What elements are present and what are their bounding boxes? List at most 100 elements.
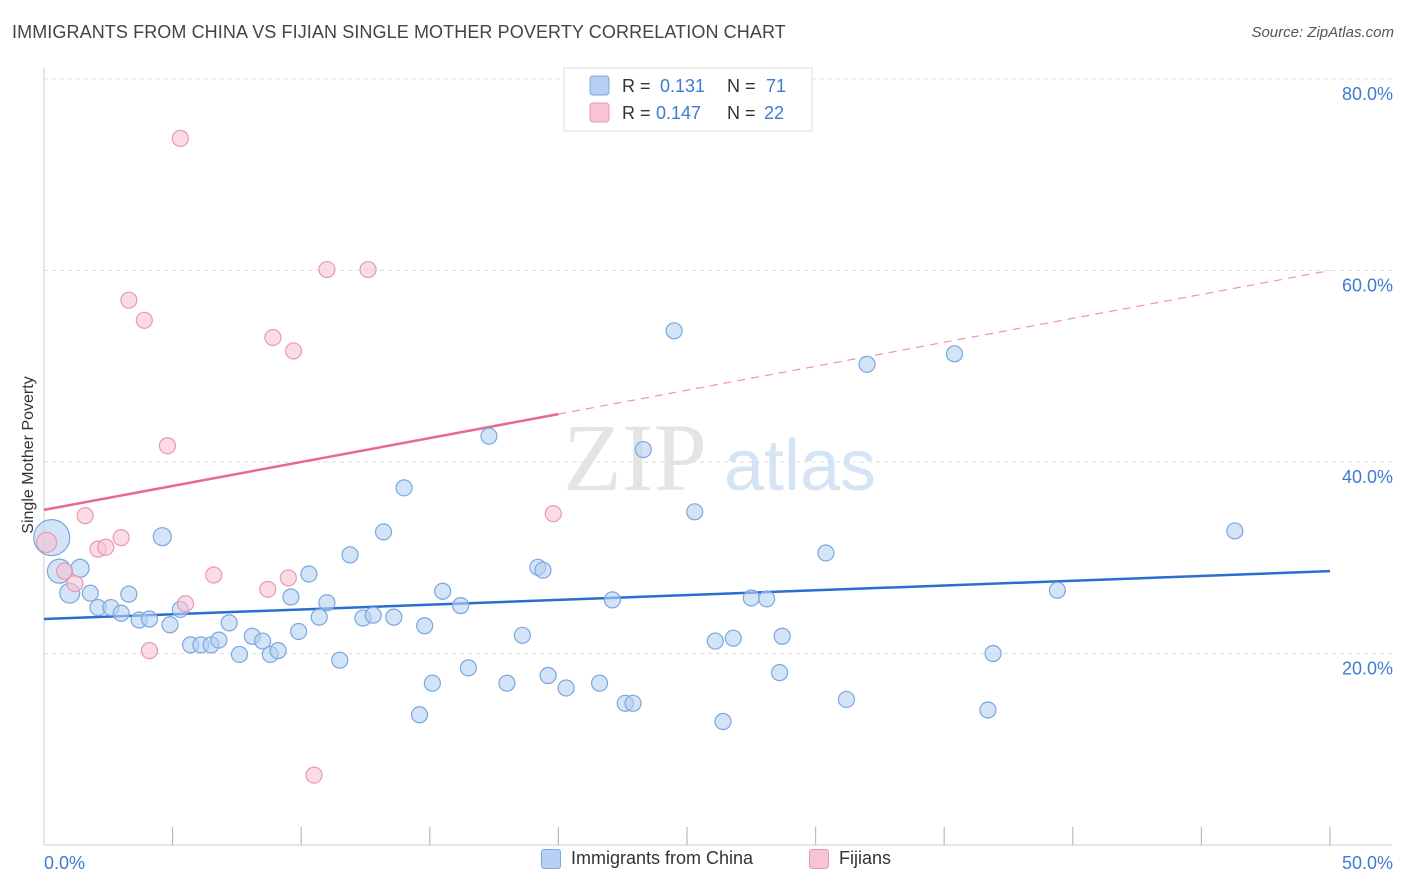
y-tick-label: 20.0% xyxy=(1342,659,1393,679)
china-point xyxy=(120,585,138,603)
legend-n-label-fijians: N = xyxy=(727,103,756,123)
fijian-point xyxy=(279,569,297,587)
china-point xyxy=(665,322,683,340)
china-point xyxy=(112,604,130,622)
china-point xyxy=(452,597,470,615)
x-tick-label: 50.0% xyxy=(1342,853,1393,873)
legend-n-label-china: N = xyxy=(727,76,756,96)
china-point xyxy=(603,591,622,609)
china-trend-line xyxy=(43,569,1331,621)
china-point xyxy=(480,427,498,445)
legend-bottom: Immigrants from China Fijians xyxy=(0,848,1406,878)
china-point xyxy=(534,561,552,579)
legend-swatch-fijians xyxy=(589,102,610,123)
fijian-point xyxy=(140,642,159,660)
china-point xyxy=(300,565,318,583)
fijian-point xyxy=(205,566,223,584)
fijian-point xyxy=(264,328,282,347)
china-point xyxy=(706,632,724,650)
fijian-point xyxy=(259,580,277,598)
china-point xyxy=(770,664,789,682)
fijian-point xyxy=(176,595,195,613)
china-point xyxy=(590,674,609,692)
watermark: ZIP atlas xyxy=(563,404,876,511)
china-point xyxy=(686,503,704,521)
gridlines xyxy=(44,78,1392,654)
legend-n-value-china: 71 xyxy=(766,76,786,96)
y-tick-label: 60.0% xyxy=(1342,276,1393,296)
china-point xyxy=(341,546,359,564)
fijian-point xyxy=(359,260,377,279)
legend-r-value-fijians: 0.147 xyxy=(656,103,701,123)
fijian-point xyxy=(76,507,94,525)
y-axis-label: Single Mother Poverty xyxy=(20,376,37,533)
china-point xyxy=(331,651,349,669)
watermark-atlas: atlas xyxy=(724,426,876,506)
china-point xyxy=(1048,581,1066,599)
legend-top: R = 0.131 N = 71 R = 0.147 N = 22 xyxy=(563,67,813,132)
china-point xyxy=(70,558,90,578)
source-label: Source: ZipAtlas.com xyxy=(1251,24,1394,41)
china-point xyxy=(498,674,516,692)
fijian-point xyxy=(158,437,177,455)
fijian-point xyxy=(112,529,130,547)
legend-r-value-china: 0.131 xyxy=(660,76,705,96)
china-point xyxy=(434,582,452,600)
legend-bottom-item-china: Immigrants from China xyxy=(541,848,753,869)
fijian-point xyxy=(97,538,115,556)
china-point xyxy=(230,645,249,664)
fijian-point xyxy=(284,342,303,360)
trend-lines xyxy=(43,269,1331,621)
fijian-point xyxy=(66,575,84,593)
legend-n-value-fijians: 22 xyxy=(764,103,784,123)
china-point xyxy=(385,608,403,626)
fijian-trend-line xyxy=(43,412,559,512)
china-point xyxy=(539,666,557,685)
china-point xyxy=(269,642,287,660)
china-point xyxy=(318,594,336,612)
legend-swatch-china xyxy=(589,75,610,96)
fijian-point xyxy=(305,766,323,784)
data-points xyxy=(33,129,1244,784)
china-point xyxy=(282,588,300,606)
china-point xyxy=(624,694,642,712)
legend-bottom-label-china: Immigrants from China xyxy=(571,848,754,868)
legend-bottom-swatch-fijians xyxy=(809,848,829,869)
china-point xyxy=(290,622,308,641)
fijian-point xyxy=(120,291,138,309)
y-tick-label: 40.0% xyxy=(1342,467,1393,487)
china-point xyxy=(220,614,238,632)
legend-bottom-item-fijians: Fijians xyxy=(809,848,891,869)
china-point xyxy=(557,679,575,697)
china-point xyxy=(210,631,228,649)
china-point xyxy=(254,632,272,650)
axis-labels: Single Mother Poverty xyxy=(20,376,37,533)
china-point xyxy=(364,606,382,624)
china-point xyxy=(513,626,531,644)
legend-bottom-label-fijians: Fijians xyxy=(839,848,892,868)
fijian-point xyxy=(135,311,153,329)
fijian-point xyxy=(171,129,189,147)
chart-title: IMMIGRANTS FROM CHINA VS FIJIAN SINGLE M… xyxy=(12,22,786,42)
china-point xyxy=(310,608,328,626)
china-point xyxy=(714,712,732,731)
legend-r-label-fijians: R = xyxy=(622,103,651,123)
fijian-trend-extension xyxy=(558,269,1331,415)
china-point xyxy=(724,629,742,647)
china-point xyxy=(773,627,791,645)
china-point xyxy=(945,345,964,363)
china-point xyxy=(758,590,776,608)
china-point xyxy=(634,440,652,459)
fijian-point xyxy=(544,505,562,523)
china-point xyxy=(81,584,99,602)
fijian-point xyxy=(318,260,336,279)
fijian-point xyxy=(55,562,74,580)
china-point xyxy=(152,527,172,547)
china-point xyxy=(817,544,835,562)
china-point xyxy=(979,701,997,719)
china-point xyxy=(1226,522,1244,540)
x-tick-label: 0.0% xyxy=(44,853,85,873)
china-point xyxy=(837,690,856,709)
watermark-zip: ZIP xyxy=(563,404,707,511)
china-point xyxy=(984,644,1002,663)
